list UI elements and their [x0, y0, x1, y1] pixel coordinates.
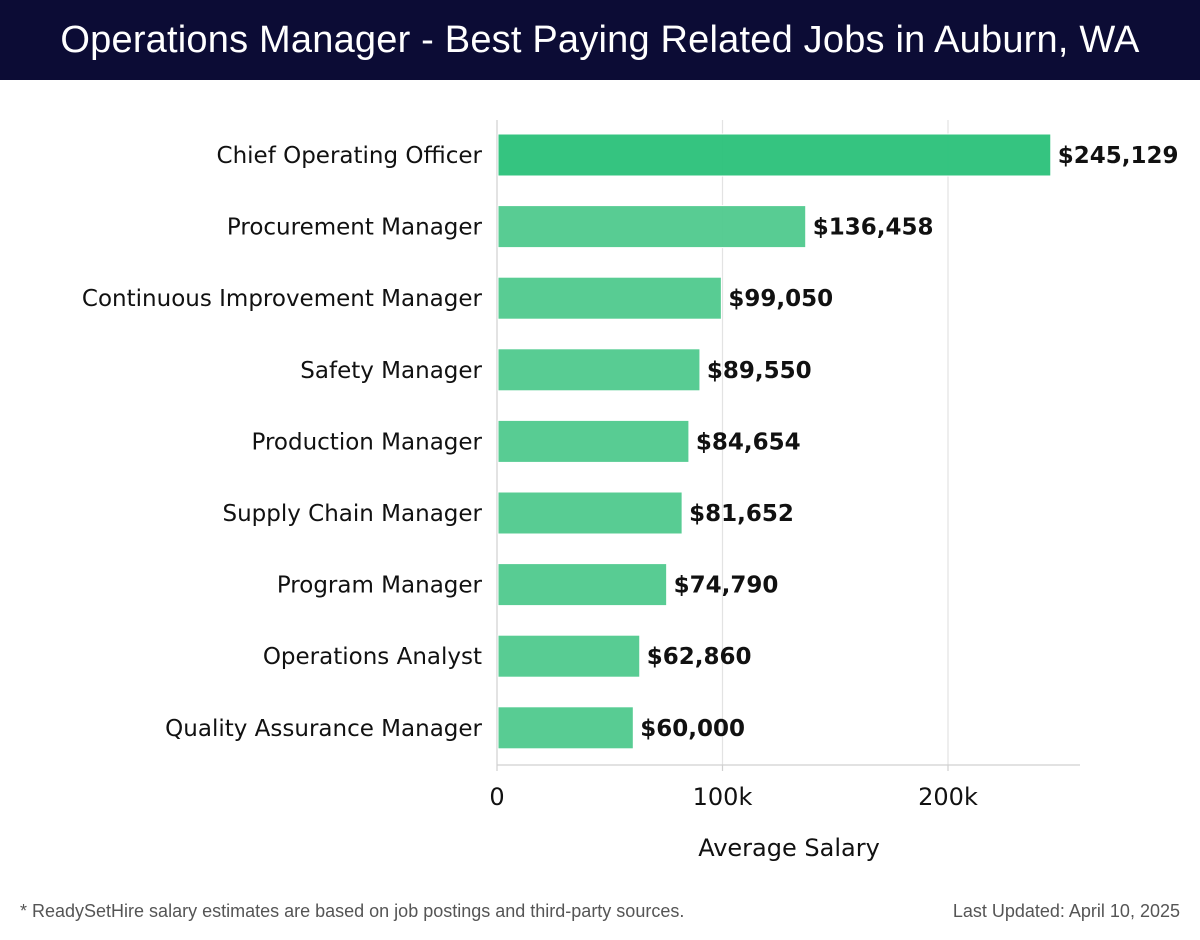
bar: [497, 276, 722, 320]
last-updated: Last Updated: April 10, 2025: [952, 901, 1180, 921]
value-label: $74,790: [674, 573, 779, 599]
footer-disclaimer: * ReadySetHire salary estimates are base…: [20, 901, 685, 921]
category-label: Procurement Manager: [227, 215, 483, 241]
x-tick-label: 0: [489, 783, 504, 811]
category-label: Continuous Improvement Manager: [82, 286, 483, 312]
bar: [497, 706, 634, 750]
value-label: $245,129: [1058, 143, 1179, 169]
value-label: $84,654: [696, 429, 801, 455]
bar: [497, 634, 641, 678]
category-label: Supply Chain Manager: [222, 501, 482, 527]
value-label: $60,000: [640, 716, 745, 742]
x-tick-label: 200k: [918, 783, 978, 811]
value-label: $81,652: [689, 501, 794, 527]
category-label: Program Manager: [277, 573, 483, 599]
bar: [497, 419, 690, 463]
bar: [497, 133, 1052, 177]
bar: [497, 348, 701, 392]
x-axis: 0 100k 200k: [489, 764, 1080, 811]
value-label: $99,050: [728, 286, 833, 312]
value-label: $62,860: [647, 644, 752, 670]
x-axis-title: Average Salary: [698, 834, 880, 862]
chart-header: Operations Manager - Best Paying Related…: [0, 0, 1200, 80]
bar: [497, 563, 668, 607]
bar: [497, 205, 807, 249]
value-label: $89,550: [707, 358, 812, 384]
category-label: Safety Manager: [300, 358, 482, 384]
value-labels: $245,129 $136,458 $99,050 $89,550 $84,654 $81…: [640, 143, 1178, 742]
category-label: Chief Operating Officer: [217, 143, 483, 169]
category-labels: Chief Operating Officer Procurement Manag…: [82, 143, 483, 742]
category-label: Quality Assurance Manager: [165, 716, 482, 742]
value-label: $136,458: [813, 215, 934, 241]
category-label: Production Manager: [252, 429, 483, 455]
bar: [497, 491, 683, 535]
chart-title: Operations Manager - Best Paying Related…: [60, 18, 1140, 61]
category-label: Operations Analyst: [263, 644, 482, 670]
x-tick-label: 100k: [693, 783, 753, 811]
bars: [497, 133, 1052, 750]
salary-bar-chart: Chief Operating Officer Procurement Manag…: [82, 120, 1179, 862]
